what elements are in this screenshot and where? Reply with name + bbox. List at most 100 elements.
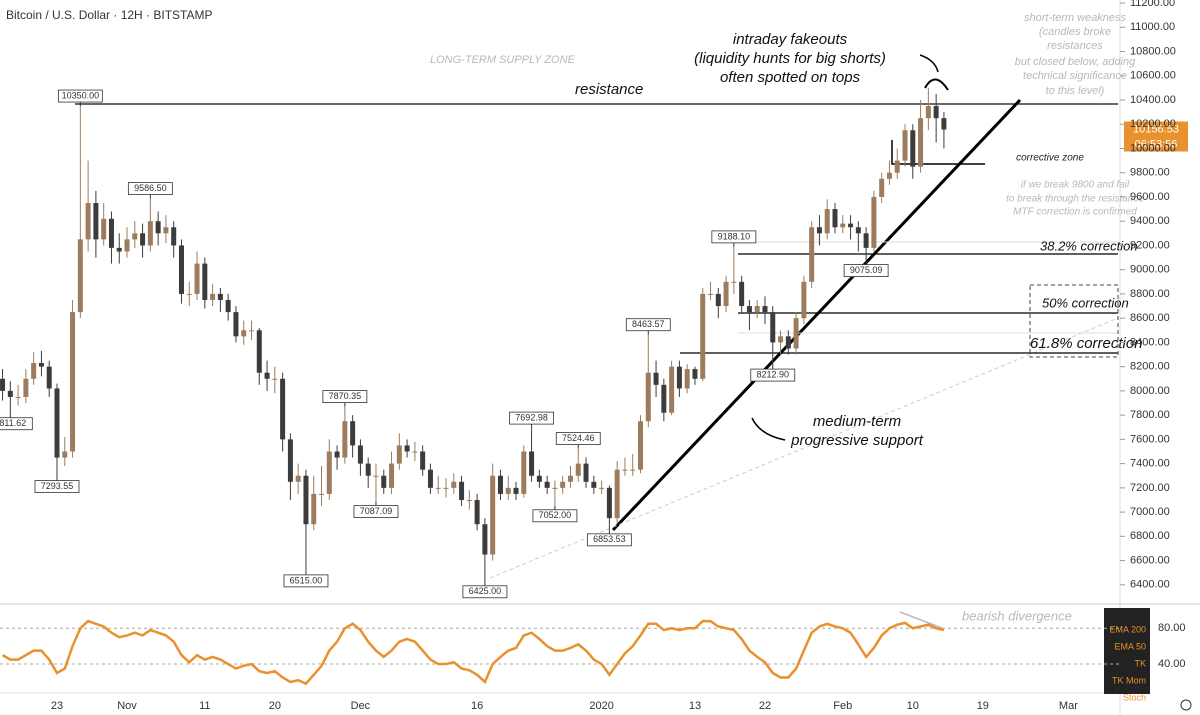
x-tick-label: 23 — [51, 700, 63, 712]
candle-body — [816, 227, 822, 234]
annotation: LONG-TERM SUPPLY ZONE — [430, 54, 576, 66]
candle-body — [731, 281, 737, 283]
support-trendline — [611, 98, 1022, 532]
y-tick-label: 9200.00 — [1130, 239, 1170, 251]
y-tick-label: 9000.00 — [1130, 264, 1170, 276]
candle-body — [754, 306, 760, 313]
candle-body — [194, 263, 200, 294]
candle-body — [249, 330, 254, 332]
candle-body — [676, 366, 682, 389]
candle-body — [840, 223, 846, 228]
candle-body — [389, 463, 395, 488]
candle-body — [521, 451, 527, 494]
candle-body — [357, 445, 363, 464]
legend-entry: EMA 50 — [1114, 641, 1146, 651]
x-tick-label: 2020 — [589, 700, 613, 712]
candle-body — [855, 227, 861, 234]
arrow — [919, 54, 939, 73]
candle-body — [108, 218, 114, 248]
x-tick-label: 22 — [759, 700, 771, 712]
top-arc — [924, 78, 949, 91]
candle-body — [287, 439, 293, 482]
price-mark-label: 7870.35 — [329, 391, 362, 401]
candle-body — [77, 239, 83, 313]
price-mark-label: 7524.46 — [562, 433, 595, 443]
candle-body — [319, 493, 325, 495]
y-tick-label: 7400.00 — [1130, 458, 1170, 470]
candle-body — [925, 106, 931, 119]
y-tick-label: 8400.00 — [1130, 336, 1170, 348]
y-tick-label: 10200.00 — [1130, 118, 1176, 130]
candle-body — [941, 118, 947, 130]
candle-body — [591, 481, 597, 488]
candle-body — [420, 451, 426, 470]
price-mark-box — [283, 574, 329, 588]
candle-body — [295, 475, 301, 482]
candle-body — [832, 209, 838, 228]
candle-body — [171, 227, 177, 246]
candle-body — [147, 221, 153, 246]
price-mark-box — [509, 411, 554, 425]
candle-body — [311, 493, 317, 525]
chart-title: Bitcoin / U.S. Dollar · 12H · BITSTAMP — [6, 8, 213, 22]
candle-body — [85, 203, 91, 240]
y-tick-label: 7600.00 — [1130, 433, 1170, 445]
candle-body — [622, 469, 628, 471]
price-mark-box — [0, 417, 33, 431]
candle-body — [326, 451, 332, 494]
price-mark-box — [57, 89, 103, 103]
candle-body — [630, 469, 636, 471]
candle-body — [365, 463, 371, 476]
candle-body — [824, 209, 830, 234]
candle-body — [723, 281, 729, 307]
candle-body — [575, 463, 581, 476]
y-tick-label: 7200.00 — [1130, 482, 1170, 494]
annotation: progressive support — [790, 432, 924, 449]
candle-body — [256, 330, 262, 373]
y-tick-label: 10400.00 — [1130, 94, 1176, 106]
candle-body — [567, 475, 573, 482]
candle-body — [178, 245, 184, 294]
candle-body — [793, 318, 799, 349]
candle-body — [0, 378, 6, 391]
candle-body — [933, 106, 939, 119]
annotation: often spotted on tops — [720, 69, 861, 86]
price-mark-label: 6425.00 — [469, 586, 502, 596]
annotation: resistance — [575, 81, 643, 98]
legend-entry: Stoch — [1123, 692, 1146, 702]
candle-body — [225, 299, 231, 313]
last-price: 10156.53 — [1133, 123, 1179, 135]
candle-body — [778, 336, 784, 343]
y-tick-label: 8800.00 — [1130, 288, 1170, 300]
settings-icon[interactable] — [1180, 699, 1192, 711]
countdown: 06:53:56 — [1135, 138, 1178, 150]
price-mark-box — [353, 505, 399, 518]
y-tick-label: 80.00 — [1158, 622, 1186, 634]
x-tick-label: 10 — [907, 700, 919, 712]
candle-body — [715, 293, 721, 307]
candle-body — [886, 172, 892, 179]
legend-entry: TK — [1134, 658, 1146, 668]
price-mark-label: 8212.90 — [756, 369, 789, 379]
y-tick-label: 10000.00 — [1130, 142, 1176, 154]
candle-body — [381, 475, 387, 488]
annotation: if we break 9800 and fail — [1021, 180, 1130, 191]
annotation: medium-term — [813, 413, 901, 430]
candle-body — [15, 396, 21, 398]
price-mark-label: 10350.00 — [62, 90, 100, 100]
candle-body — [459, 481, 465, 500]
y-tick-label: 8600.00 — [1130, 312, 1170, 324]
y-tick-label: 9400.00 — [1130, 215, 1170, 227]
candle-body — [785, 336, 791, 349]
candle-body — [863, 233, 869, 248]
candle-body — [918, 118, 924, 167]
candle-body — [116, 247, 122, 252]
candle-body — [101, 218, 107, 240]
y-tick-label: 9800.00 — [1130, 167, 1170, 179]
candle-body — [93, 203, 99, 240]
price-mark-label: 6853.53 — [593, 534, 626, 544]
price-mark-label: 7052.00 — [539, 510, 572, 520]
candle-body — [7, 390, 13, 397]
candle-body — [583, 463, 589, 482]
y-tick-label: 7000.00 — [1130, 506, 1170, 518]
